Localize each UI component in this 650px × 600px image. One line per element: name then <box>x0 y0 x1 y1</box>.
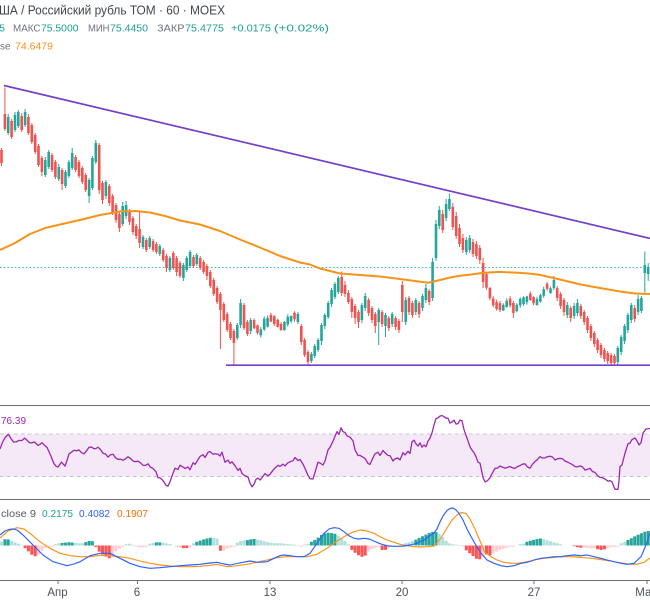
svg-text:se: se <box>0 42 11 53</box>
svg-text:27: 27 <box>528 587 541 599</box>
svg-text:+0.0175: +0.0175 <box>231 24 271 35</box>
svg-text:20: 20 <box>396 587 409 599</box>
svg-text:ША / Российский рубль ТОМ · 60: ША / Российский рубль ТОМ · 60 · MOEX <box>0 3 225 18</box>
svg-text:75.4450: 75.4450 <box>110 24 148 35</box>
svg-text:ЗАКР: ЗАКР <box>157 24 185 35</box>
svg-text:МИН: МИН <box>88 24 110 35</box>
svg-text:13: 13 <box>264 587 277 599</box>
svg-text:75.5000: 75.5000 <box>41 24 79 35</box>
svg-text:74.6479: 74.6479 <box>15 42 53 53</box>
svg-text:(+0.02%): (+0.02%) <box>274 24 329 35</box>
svg-text:0.1907: 0.1907 <box>117 509 148 520</box>
svg-text:МАКС: МАКС <box>13 24 41 35</box>
svg-text:75.4775: 75.4775 <box>185 24 224 35</box>
svg-text:0.4082: 0.4082 <box>79 509 110 520</box>
svg-text:0.2175: 0.2175 <box>42 509 73 520</box>
svg-text:close 9: close 9 <box>1 509 36 520</box>
svg-text:6: 6 <box>134 587 140 599</box>
svg-text:Апр: Апр <box>47 587 67 599</box>
svg-text:Май: Май <box>635 587 650 599</box>
svg-text:5: 5 <box>0 24 5 35</box>
svg-text:76.39: 76.39 <box>1 416 26 427</box>
